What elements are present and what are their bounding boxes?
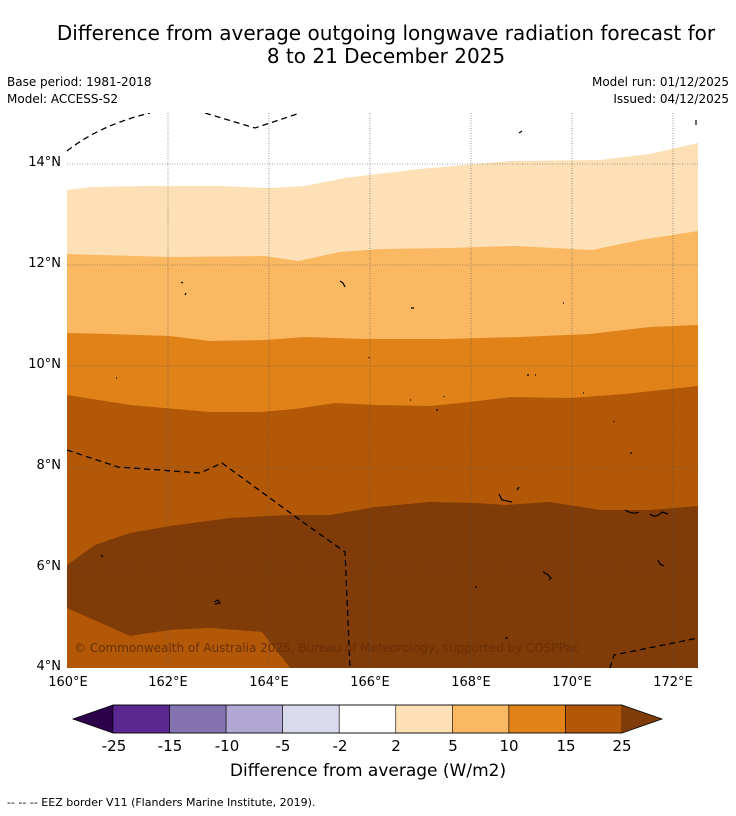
colorbar-low-extend [73, 705, 113, 733]
colorbar-tick: 15 [556, 737, 576, 755]
island-outlines [100, 120, 697, 639]
lon-label-168e: 168°E [451, 675, 491, 690]
colorbar-tick: -2 [332, 737, 348, 755]
colorbar-segment [282, 704, 340, 734]
lon-label-160e: 160°E [48, 675, 88, 690]
model-run: Model run: 01/12/2025 [591, 75, 729, 89]
map-plot-area [67, 113, 698, 668]
lon-label-164e: 164°E [249, 675, 289, 690]
lon-label-162e: 162°E [148, 675, 188, 690]
issued-date: Issued: 04/12/2025 [613, 92, 729, 106]
lat-label-10n: 10°N [28, 357, 61, 372]
lat-label-6n: 6°N [36, 559, 62, 574]
colorbar-segment [112, 704, 170, 734]
colorbar-tick: -10 [214, 737, 240, 755]
lat-label-8n: 8°N [36, 458, 62, 473]
colorbar-segment [169, 704, 227, 734]
lat-label-14n: 14°N [28, 155, 61, 170]
colorbar-segments [112, 704, 623, 734]
title-line-2: 8 to 21 December 2025 [266, 44, 506, 68]
colorbar-segment [565, 704, 623, 734]
colorbar-segment [225, 704, 283, 734]
copyright-notice: © Commonwealth of Australia 2025, Bureau… [74, 641, 580, 655]
colorbar-segment [508, 704, 566, 734]
title-line-1: Difference from average outgoing longwav… [56, 21, 716, 45]
colorbar-high-extend [622, 705, 662, 733]
colorbar-tick: -15 [157, 737, 183, 755]
colorbar-segment [452, 704, 510, 734]
eez-border-lines [67, 113, 698, 668]
colorbar-segment [395, 704, 453, 734]
meta-left: Base period: 1981-2018 Model: ACCESS-S2 [7, 74, 152, 108]
lon-label-172e: 172°E [653, 675, 693, 690]
lat-label-4n: 4°N [36, 659, 62, 674]
colorbar-tick: -25 [101, 737, 127, 755]
lat-label-12n: 12°N [28, 256, 61, 271]
lon-label-166e: 166°E [350, 675, 390, 690]
lon-label-170e: 170°E [552, 675, 592, 690]
base-period: Base period: 1981-2018 [7, 75, 152, 89]
band-15-to-20-south [67, 608, 290, 668]
eez-footnote: -- -- -- EEZ border V11 (Flanders Marine… [7, 796, 316, 809]
chart-title: Difference from average outgoing longwav… [0, 22, 736, 68]
colorbar-title: Difference from average (W/m2) [229, 761, 507, 781]
colorbar-tick: -5 [275, 737, 291, 755]
colorbar-tick: 2 [391, 737, 401, 755]
meta-right: Model run: 01/12/2025 Issued: 04/12/2025 [592, 74, 729, 108]
colorbar-tick: 5 [448, 737, 458, 755]
colorbar-tick: 25 [612, 737, 632, 755]
colorbar-segment [338, 704, 397, 734]
colorbar-tick: 10 [499, 737, 519, 755]
colorbar-outline [71, 704, 664, 734]
model-name: Model: ACCESS-S2 [7, 92, 119, 106]
colorbar [71, 704, 664, 734]
gridlines [67, 113, 698, 668]
band-20-to-25 [67, 502, 698, 668]
